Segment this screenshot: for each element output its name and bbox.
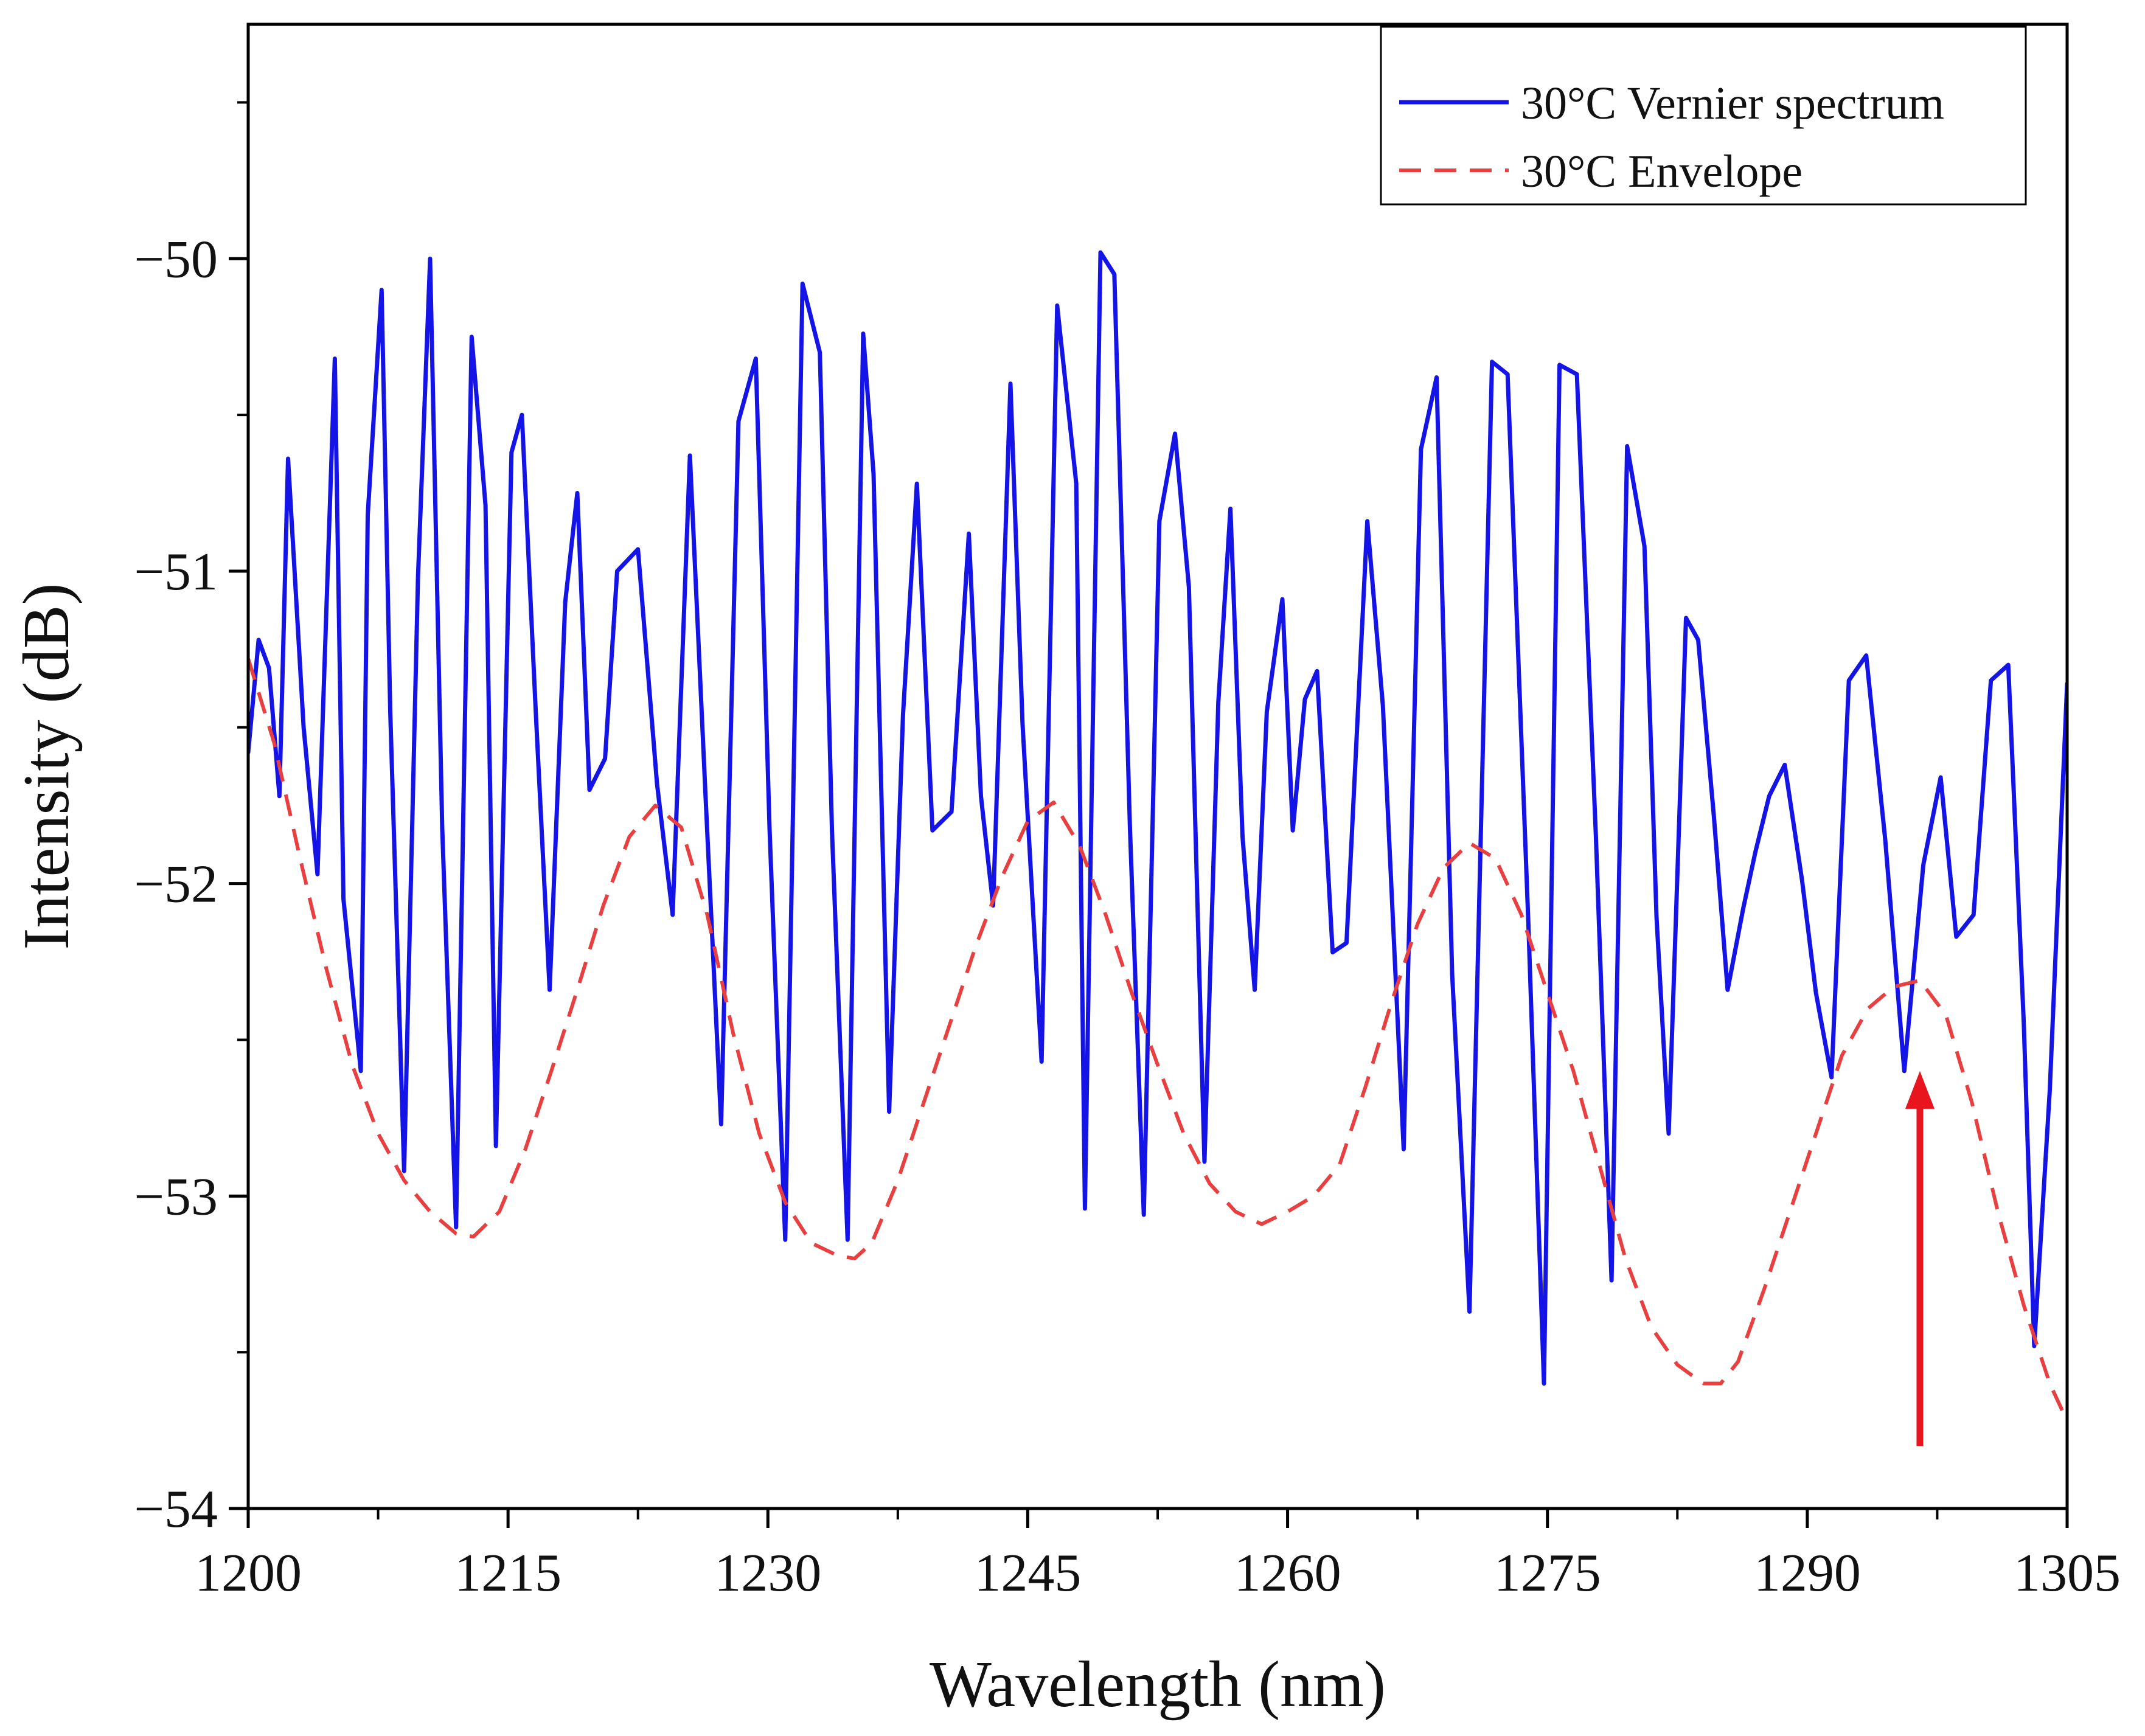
y-axis-title: Intensity (dB) — [10, 583, 83, 950]
x-tick-label: 1260 — [1234, 1544, 1341, 1603]
series-layer — [248, 250, 2067, 1422]
legend-label-envelope: 30°C Envelope — [1521, 146, 1803, 197]
x-tick-label: 1290 — [1754, 1544, 1861, 1603]
legend-box — [1380, 26, 2027, 206]
x-tick-label: 1305 — [2014, 1544, 2121, 1603]
x-ticks: 1200 1215 1230 1245 1260 1275 1290 1305 — [195, 1509, 2121, 1603]
plot-area — [248, 250, 2067, 1422]
x-tick-label: 1230 — [714, 1544, 821, 1603]
x-tick-label: 1215 — [454, 1544, 561, 1603]
y-tick-label: −54 — [134, 1480, 218, 1539]
y-tick-label: −53 — [134, 1167, 218, 1226]
series-spectrum-line — [248, 250, 2067, 1386]
arrow-head — [1905, 1071, 1935, 1109]
axis-titles: Wavelength (nm) Intensity (dB) — [10, 583, 1386, 1721]
legend-label-spectrum: 30°C Vernier spectrum — [1521, 78, 1944, 129]
y-minor-ticks — [237, 101, 248, 1354]
x-tick-label: 1275 — [1494, 1544, 1601, 1603]
x-axis-title: Wavelength (nm) — [930, 1648, 1386, 1721]
annotation-layer — [1905, 1071, 1935, 1446]
x-minor-ticks — [377, 1509, 1939, 1519]
x-tick-label: 1200 — [195, 1544, 302, 1603]
y-tick-label: −52 — [134, 855, 218, 914]
y-tick-label: −51 — [134, 543, 218, 602]
y-tick-label: −50 — [134, 230, 218, 289]
legend: 30°C Vernier spectrum 30°C Envelope — [1380, 26, 2027, 206]
series-envelope-line — [248, 658, 2067, 1422]
plot-frame — [246, 23, 2069, 1510]
x-tick-label: 1245 — [974, 1544, 1081, 1603]
y-ticks: −54 −53 −52 −51 −50 — [134, 230, 248, 1539]
